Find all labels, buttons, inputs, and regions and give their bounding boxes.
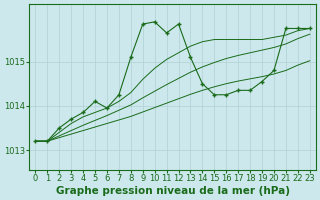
X-axis label: Graphe pression niveau de la mer (hPa): Graphe pression niveau de la mer (hPa) (56, 186, 290, 196)
